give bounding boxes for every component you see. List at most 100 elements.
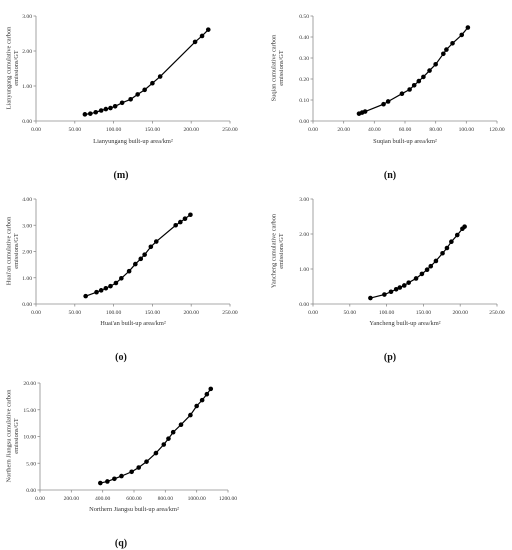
chart-3-data-point — [103, 285, 109, 291]
chart-2-data-point — [416, 78, 422, 84]
chart-3-data-point — [94, 289, 99, 295]
chart-4-data-point — [393, 287, 399, 292]
chart-1-data-point — [108, 105, 113, 111]
chart-5-data-point — [144, 459, 149, 464]
chart-4-x-tick-label: 50.00 — [344, 310, 357, 316]
chart-1-data-point — [157, 74, 163, 79]
chart-2-data-point — [362, 109, 368, 114]
chart-1-y-tick-label: 1.00 — [22, 84, 32, 90]
chart-5-data-point — [136, 465, 141, 470]
chart-2-data-point — [444, 47, 449, 52]
chart-2-x-axis-title: Suqian built-up area/km² — [373, 138, 437, 145]
chart-5-data-point — [208, 386, 214, 392]
chart-2-x-tick-label: 40.00 — [368, 127, 381, 133]
chart-4-data-point — [433, 258, 439, 264]
chart-3-x-tick-label: 0.00 — [31, 310, 41, 316]
chart-3-y-tick-label: 4.00 — [22, 197, 32, 203]
chart-4-data-point — [419, 271, 425, 277]
chart-2-y-tick-label: 0.50 — [299, 14, 309, 20]
chart-2-data-point — [411, 83, 417, 88]
chart-2-data-point — [381, 101, 386, 107]
chart-4: 0.00 50.00 100.00 150.00 200.00 250.00 0.00 1.0… — [271, 197, 505, 363]
chart-2-x-tick-label: 0.00 — [308, 127, 318, 133]
chart-2-data-point — [421, 74, 426, 80]
chart-4-y-tick-label: 1.00 — [299, 267, 309, 273]
chart-3-data-point — [153, 239, 159, 244]
chart-3-y-tick-label: 1.00 — [22, 276, 32, 282]
chart-5-x-tick-label: 200.00 — [64, 496, 80, 502]
chart-2-y-tick-label: 0.40 — [299, 35, 309, 41]
chart-4-data-point — [428, 263, 434, 269]
chart-3-y-axis-title: Huai'an cumulative carbonemissions/GT — [6, 216, 21, 285]
chart-5-data-point — [194, 403, 199, 409]
chart-4-data-point — [413, 276, 419, 281]
chart-5-x-tick-label: 1000.00 — [188, 496, 206, 502]
chart-4-data-point — [454, 232, 460, 238]
chart-2-data-point — [407, 87, 412, 92]
chart-3-data-point — [188, 212, 193, 218]
chart-1-y-tick-label: 2.00 — [22, 49, 32, 55]
chart-2-panel-label: (n) — [384, 170, 396, 181]
chart-4-data-point — [401, 283, 407, 288]
chart-5-data-point — [153, 450, 159, 456]
chart-1-x-axis-title: Lianyungang built-up area/km² — [93, 138, 173, 145]
chart-3-x-axis-title: Huai'an built-up area/km² — [100, 320, 166, 327]
chart-4-data-point — [462, 224, 467, 229]
chart-1-data-point — [88, 111, 93, 116]
chart-1-x-tick-label: 100.00 — [106, 127, 122, 133]
chart-5-data-point — [170, 429, 176, 435]
chart-2-series-line — [358, 27, 469, 115]
chart-4-data-point — [440, 250, 445, 256]
chart-1-x-tick-label: 150.00 — [145, 127, 161, 133]
chart-4-x-tick-label: 0.00 — [308, 310, 318, 316]
chart-3-data-point — [98, 288, 104, 293]
chart-3-y-tick-label: 0.00 — [22, 302, 32, 308]
chart-3-data-point — [126, 268, 132, 274]
chart-3-panel-label: (o) — [115, 352, 127, 363]
chart-2-data-point — [465, 25, 471, 30]
chart-4-x-tick-label: 250.00 — [489, 310, 505, 316]
chart-3-y-tick-label: 3.00 — [22, 223, 32, 229]
chart-2-data-point — [399, 91, 405, 96]
chart-5-data-point — [119, 473, 124, 479]
chart-2-y-tick-label: 0.30 — [299, 56, 309, 62]
chart-1-y-tick-label: 0.00 — [22, 119, 32, 125]
chart-5-series-line — [100, 388, 212, 484]
chart-2-y-tick-label: 0.10 — [299, 98, 309, 104]
chart-1: 0.00 50.00 100.00 150.00 200.00 250.00 0.00 1.0… — [6, 14, 238, 181]
chart-2-data-point — [433, 62, 438, 67]
chart-3-data-point — [83, 293, 88, 299]
chart-5-x-tick-label: 600.00 — [126, 496, 142, 502]
chart-2-data-point — [450, 41, 455, 46]
chart-2-x-tick-label: 60.00 — [399, 127, 412, 133]
chart-4-data-point — [388, 289, 394, 295]
chart-3-x-tick-label: 250.00 — [222, 310, 238, 316]
chart-2-data-point — [459, 32, 465, 38]
chart-5-data-point — [204, 391, 210, 397]
chart-2-data-point — [427, 68, 432, 73]
chart-3-data-point — [113, 280, 119, 286]
chart-2-data-point — [385, 99, 391, 104]
chart-5-data-point — [188, 412, 193, 418]
chart-3-x-tick-label: 200.00 — [184, 310, 200, 316]
chart-3: 0.00 50.00 100.00 150.00 200.00 250.00 0.00 1.0… — [6, 197, 238, 363]
chart-2: 0.00 20.00 40.00 60.00 80.00 100.00 120.00 0.00… — [271, 14, 505, 181]
chart-1-data-point — [82, 112, 88, 117]
chart-5-data-point — [98, 480, 103, 486]
chart-1-data-point — [205, 27, 211, 32]
chart-1-data-point — [142, 87, 147, 93]
chart-5-data-point — [112, 476, 117, 482]
chart-4-data-point — [382, 292, 387, 297]
chart-4-y-tick-label: 0.00 — [299, 302, 309, 308]
chart-5-data-point — [199, 397, 205, 403]
chart-4-data-point — [406, 280, 411, 285]
chart-4-data-point — [424, 267, 430, 273]
chart-1-data-point — [93, 109, 99, 115]
chart-3-data-point — [148, 244, 154, 250]
chart-1-x-tick-label: 50.00 — [69, 127, 82, 133]
chart-5-y-tick-label: 20.00 — [23, 381, 36, 387]
chart-1-x-tick-label: 200.00 — [184, 127, 200, 133]
chart-4-y-tick-label: 2.00 — [299, 232, 309, 238]
chart-1-data-point — [103, 106, 109, 112]
chart-3-data-point — [138, 256, 144, 262]
